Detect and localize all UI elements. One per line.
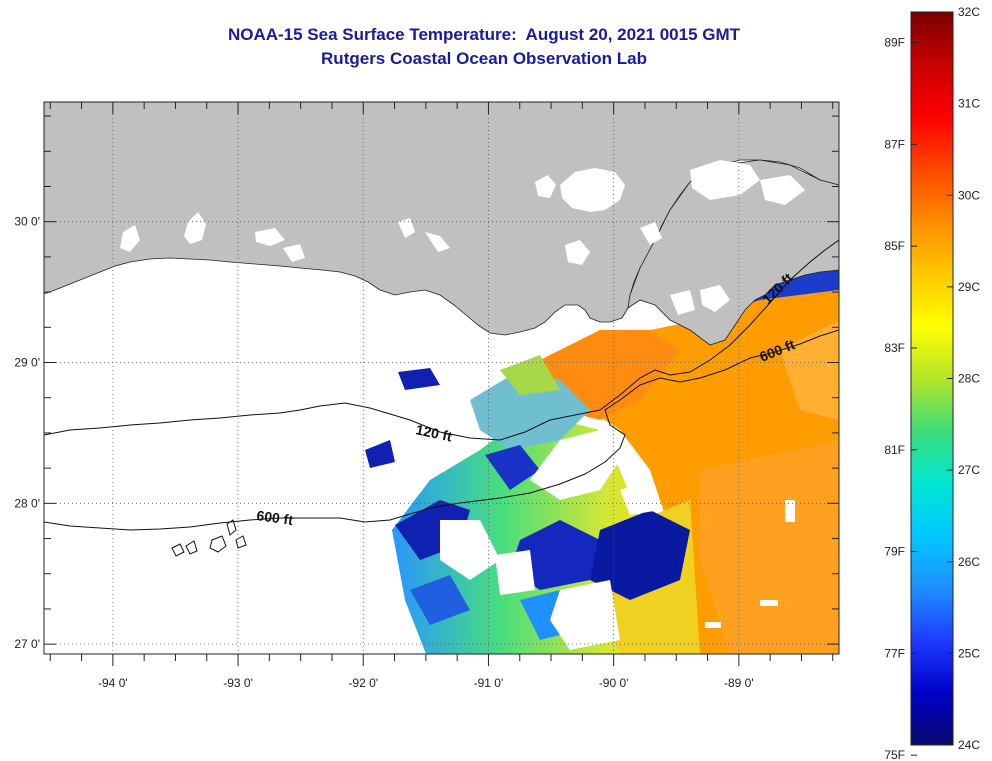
- lon-tick-label: -93 0': [223, 676, 253, 690]
- lon-tick-label: -91 0': [474, 676, 504, 690]
- map-title: NOAA-15 Sea Surface Temperature: August …: [227, 25, 741, 44]
- colorbar-c-label: 31C: [958, 97, 980, 111]
- land-mass: [44, 102, 839, 346]
- lat-tick-label: 29 0': [14, 356, 40, 370]
- plot-frame: [43, 101, 840, 655]
- colorbar-f-label: 75F: [884, 748, 905, 761]
- lat-tick-label: 30 0': [14, 215, 40, 229]
- graticule-grid: [44, 102, 839, 654]
- colorbar-c-label: 25C: [958, 646, 980, 660]
- colorbar-f-label: 77F: [884, 646, 905, 660]
- lat-tick-label: 28 0': [14, 496, 40, 510]
- colorbar-f-label: 79F: [884, 545, 905, 559]
- contour-islands: [171, 519, 247, 557]
- colorbar-c-label: 28C: [958, 372, 980, 386]
- temperature-colorbar: 32C 31C 30C 29C 28C 27C 26C 25C 24C 89F 87F 85F 83F 8…: [884, 5, 980, 761]
- colorbar-f-label: 85F: [884, 239, 905, 253]
- map-axes: -94 0' -93 0' -92 0' -91 0' -90 0' -89 0' 27 0…: [14, 102, 839, 690]
- colorbar-c-label: 32C: [958, 5, 980, 19]
- lon-tick-label: -92 0': [348, 676, 378, 690]
- contour-label-600ft-west: 600 ft: [256, 507, 295, 528]
- depth-contours: [44, 239, 839, 557]
- contour-600ft-west: [44, 329, 839, 531]
- lon-tick-label: -89 0': [724, 676, 754, 690]
- contour-label-120ft-west: 120 ft: [414, 421, 453, 444]
- map-subtitle: Rutgers Coastal Ocean Observation Lab: [321, 49, 647, 68]
- colorbar-c-label: 30C: [958, 188, 980, 202]
- colorbar-c-label: 29C: [958, 280, 980, 294]
- colorbar-f-label: 89F: [884, 36, 905, 50]
- colorbar-c-label: 26C: [958, 555, 980, 569]
- colorbar-c-label: 24C: [958, 738, 980, 752]
- contour-120ft-west: [44, 239, 839, 441]
- colorbar-c-label: 27C: [958, 463, 980, 477]
- colorbar-f-label: 81F: [884, 443, 905, 457]
- lon-tick-label: -90 0': [599, 676, 629, 690]
- colorbar-gradient: [910, 11, 954, 746]
- lon-tick-label: -94 0': [98, 676, 128, 690]
- colorbar-f-label: 87F: [884, 137, 905, 151]
- lat-tick-label: 27 0': [14, 637, 40, 651]
- colorbar-f-label: 83F: [884, 341, 905, 355]
